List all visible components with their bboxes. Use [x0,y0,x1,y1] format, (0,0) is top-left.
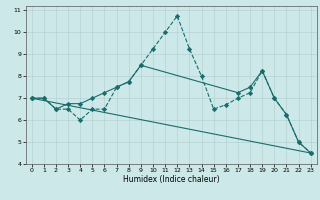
X-axis label: Humidex (Indice chaleur): Humidex (Indice chaleur) [123,175,220,184]
